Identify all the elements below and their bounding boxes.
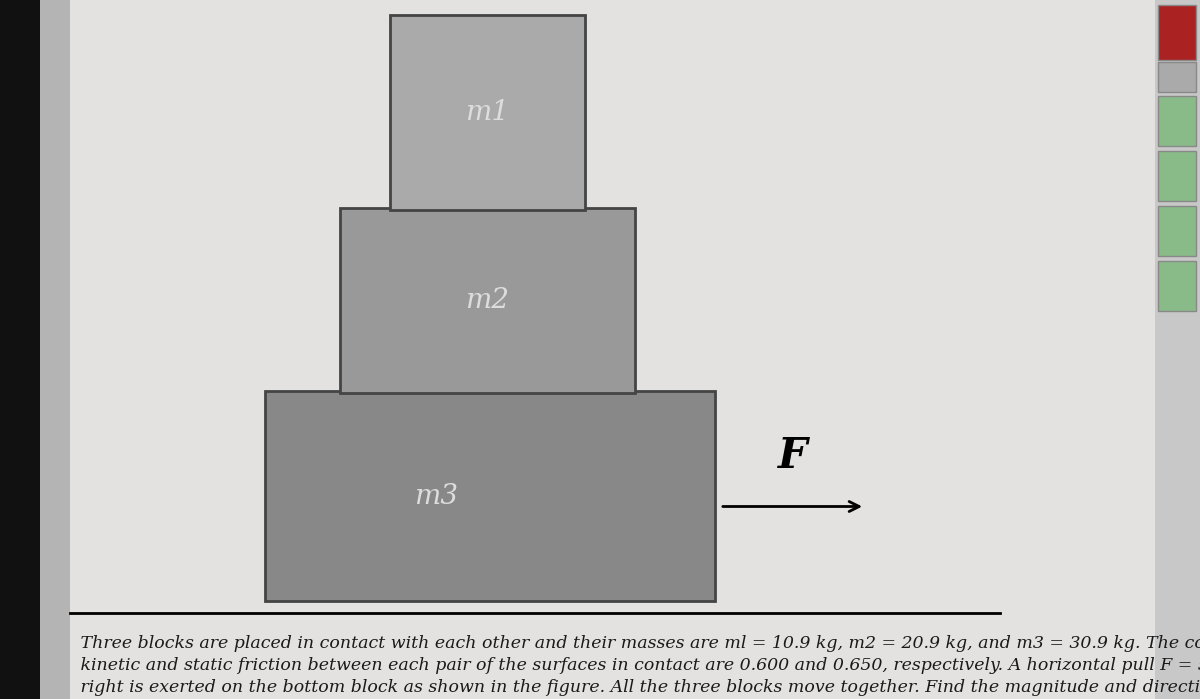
Bar	[1158, 206, 1196, 256]
Text: F: F	[778, 435, 808, 477]
Bar	[1158, 151, 1196, 201]
Bar	[1158, 5, 1196, 60]
Text: right is exerted on the bottom block as shown in the figure. All the three block: right is exerted on the bottom block as …	[74, 679, 1200, 696]
Bar	[1154, 0, 1200, 699]
Bar	[1158, 261, 1196, 311]
Bar	[390, 15, 586, 210]
Bar	[265, 391, 715, 601]
Bar	[40, 0, 70, 699]
Bar	[1158, 62, 1196, 92]
Text: m3: m3	[414, 482, 458, 510]
Text: kinetic and static friction between each pair of the surfaces in contact are 0.6: kinetic and static friction between each…	[74, 657, 1200, 674]
Text: m2: m2	[466, 287, 510, 314]
Bar	[340, 208, 635, 393]
Bar	[0, 0, 40, 699]
Text: m1: m1	[466, 99, 510, 126]
Bar	[1158, 96, 1196, 146]
Text: Three blocks are placed in contact with each other and their masses are ml = 10.: Three blocks are placed in contact with …	[74, 635, 1200, 652]
